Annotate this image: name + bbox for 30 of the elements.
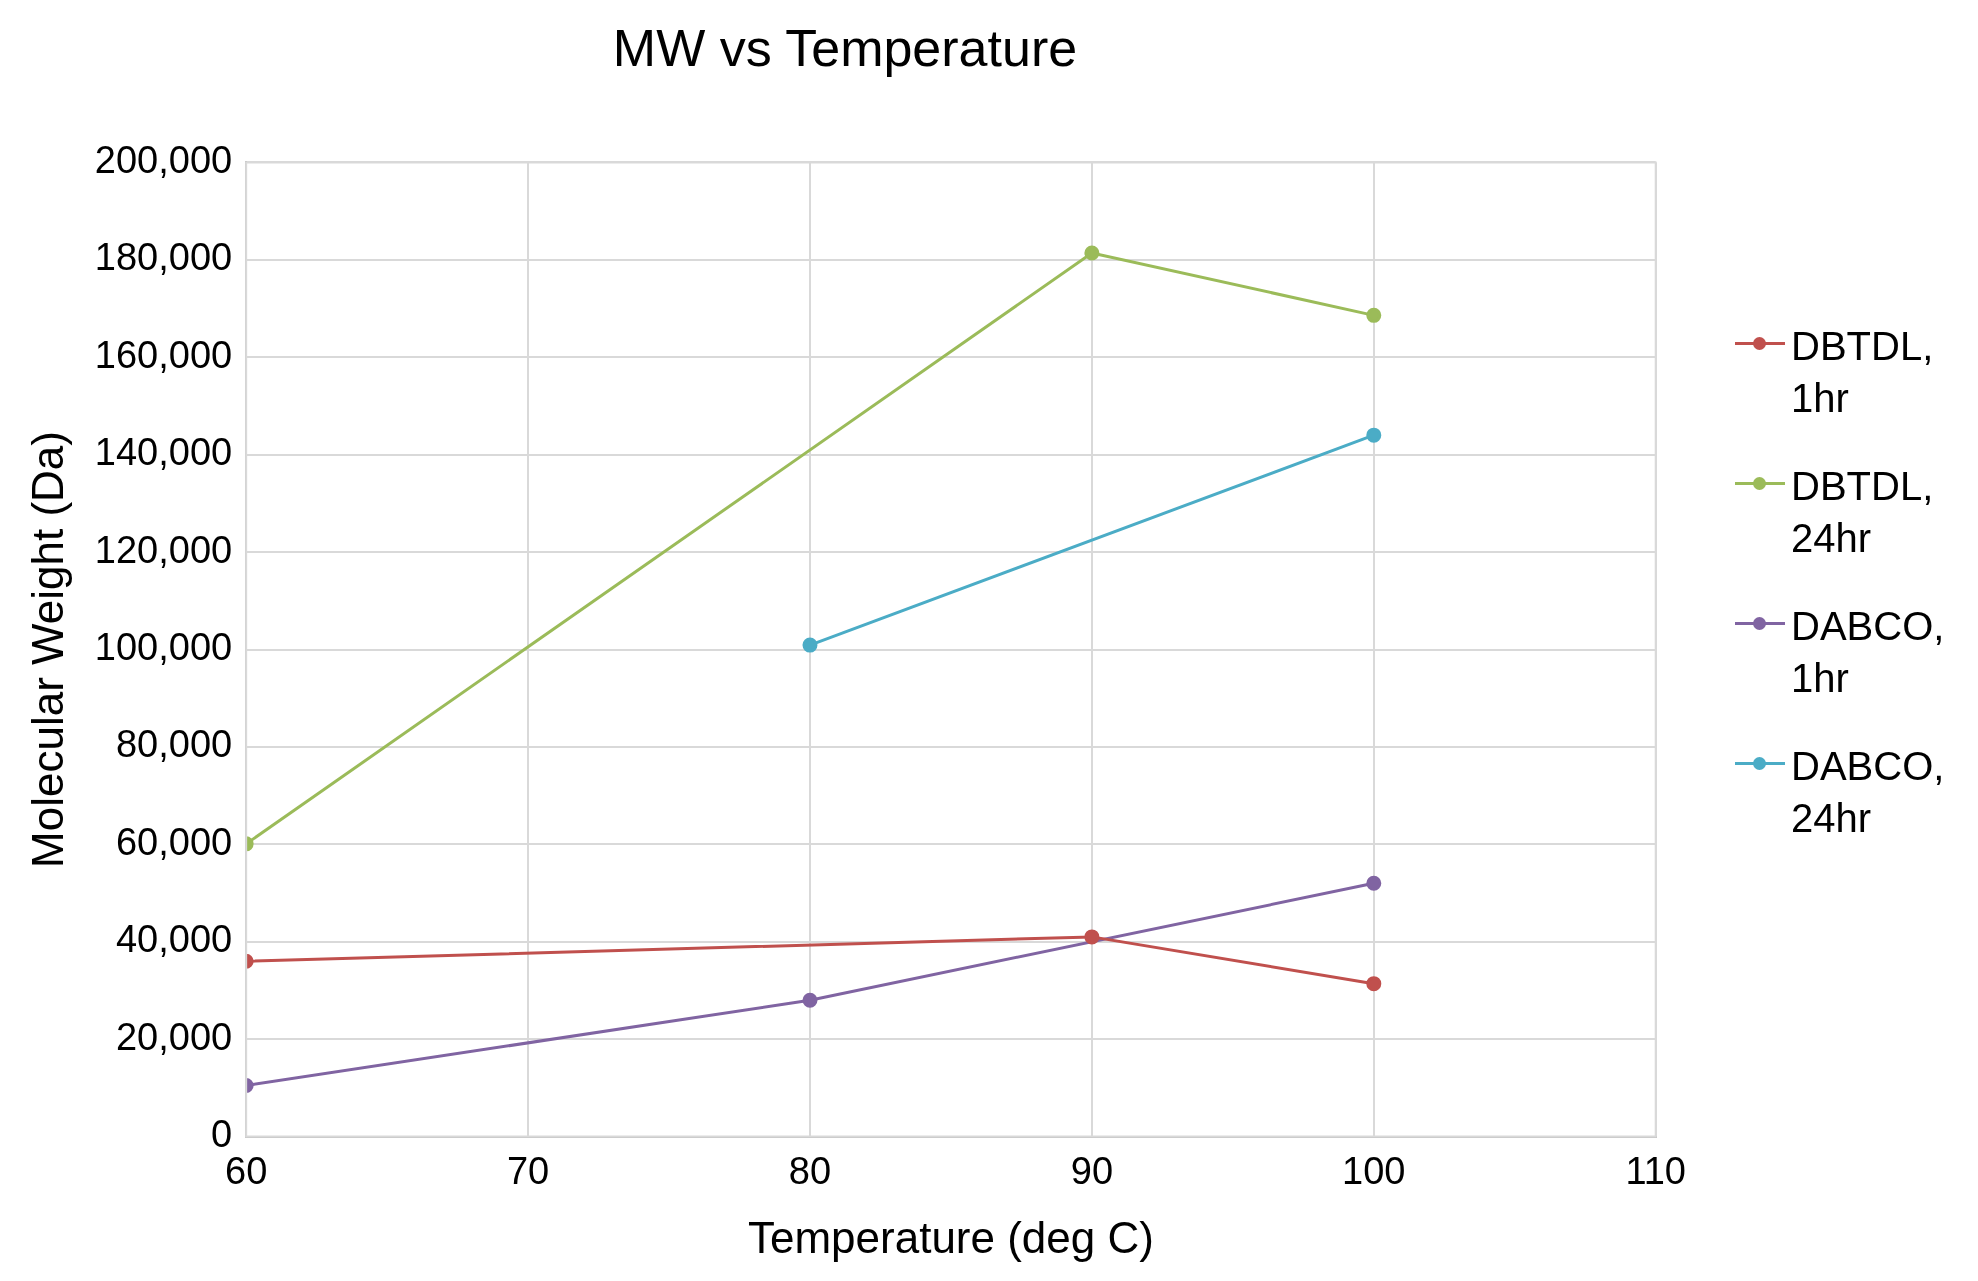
x-tick-label: 110 xyxy=(1625,1149,1687,1192)
x-tick-label: 70 xyxy=(506,1149,550,1192)
x-axis-title: Temperature (deg C) xyxy=(747,1212,1154,1262)
y-tick-label: 60,000 xyxy=(115,820,233,863)
chart-title: MW vs Temperature xyxy=(612,18,1078,77)
y-tick-label: 20,000 xyxy=(115,1015,233,1058)
y-tick-label: 160,000 xyxy=(94,333,233,376)
point xyxy=(1366,427,1382,443)
point xyxy=(1366,976,1382,992)
legend-label: DBTDL, 24hr xyxy=(1791,463,1935,562)
x-tick-label: 80 xyxy=(788,1149,832,1192)
y-axis-title: Molecular Weight (Da) xyxy=(22,431,72,868)
legend-label: DBTDL, 1hr xyxy=(1791,323,1935,422)
y-tick-label: 120,000 xyxy=(94,528,233,571)
y-tick-label: 100,000 xyxy=(94,625,233,668)
x-tick-label: 100 xyxy=(1342,1149,1406,1192)
point xyxy=(1084,245,1100,261)
y-tick-label: 80,000 xyxy=(115,723,233,766)
point xyxy=(802,992,818,1008)
y-tick-label: 140,000 xyxy=(94,431,233,474)
point xyxy=(802,637,818,653)
legend-label: DABCO, 1hr xyxy=(1791,603,1946,702)
legend-label: DABCO, 24hr xyxy=(1791,743,1946,842)
y-tick-label: 200,000 xyxy=(94,138,233,181)
x-tick-label: 90 xyxy=(1070,1149,1114,1192)
point xyxy=(1084,929,1100,945)
y-tick-label: 180,000 xyxy=(94,236,233,279)
y-tick-label: 40,000 xyxy=(115,918,233,961)
point xyxy=(1366,875,1382,891)
point xyxy=(1366,307,1382,323)
